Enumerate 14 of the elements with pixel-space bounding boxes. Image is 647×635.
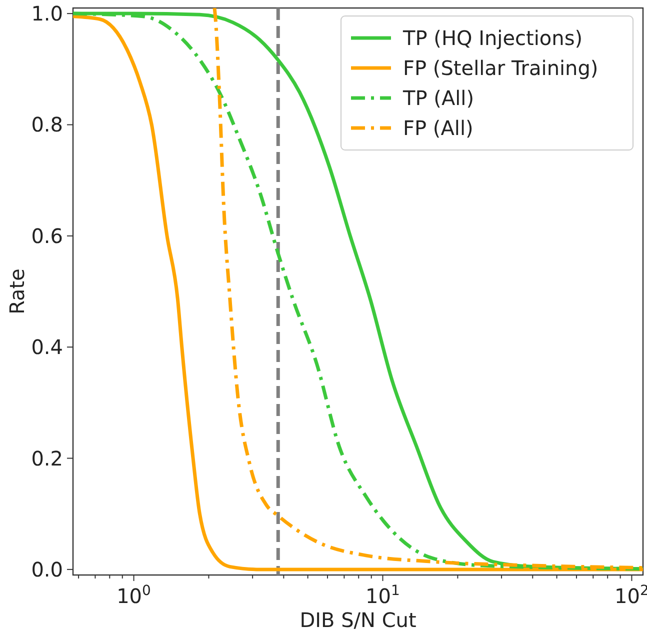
y-tick-label: 0.8	[31, 112, 63, 137]
y-tick-label: 0.2	[31, 446, 63, 470]
legend-label: TP (HQ Injections)	[402, 26, 583, 50]
legend-label: TP (All)	[402, 86, 474, 110]
x-tick-label: 10$^{0}$	[116, 583, 151, 608]
x-axis-title: DIB S/N Cut	[300, 608, 416, 632]
y-axis-title: Rate	[5, 268, 29, 314]
y-tick-label: 0.6	[31, 224, 63, 248]
legend-label: FP (Stellar Training)	[403, 56, 598, 80]
legend-label: FP (All)	[403, 116, 474, 140]
y-tick-label: 1.0	[31, 2, 63, 26]
x-tick-label: 10$^{1}$	[366, 583, 400, 608]
y-tick-label: 0.4	[31, 335, 63, 360]
y-tick-label: 0.0	[31, 557, 63, 582]
